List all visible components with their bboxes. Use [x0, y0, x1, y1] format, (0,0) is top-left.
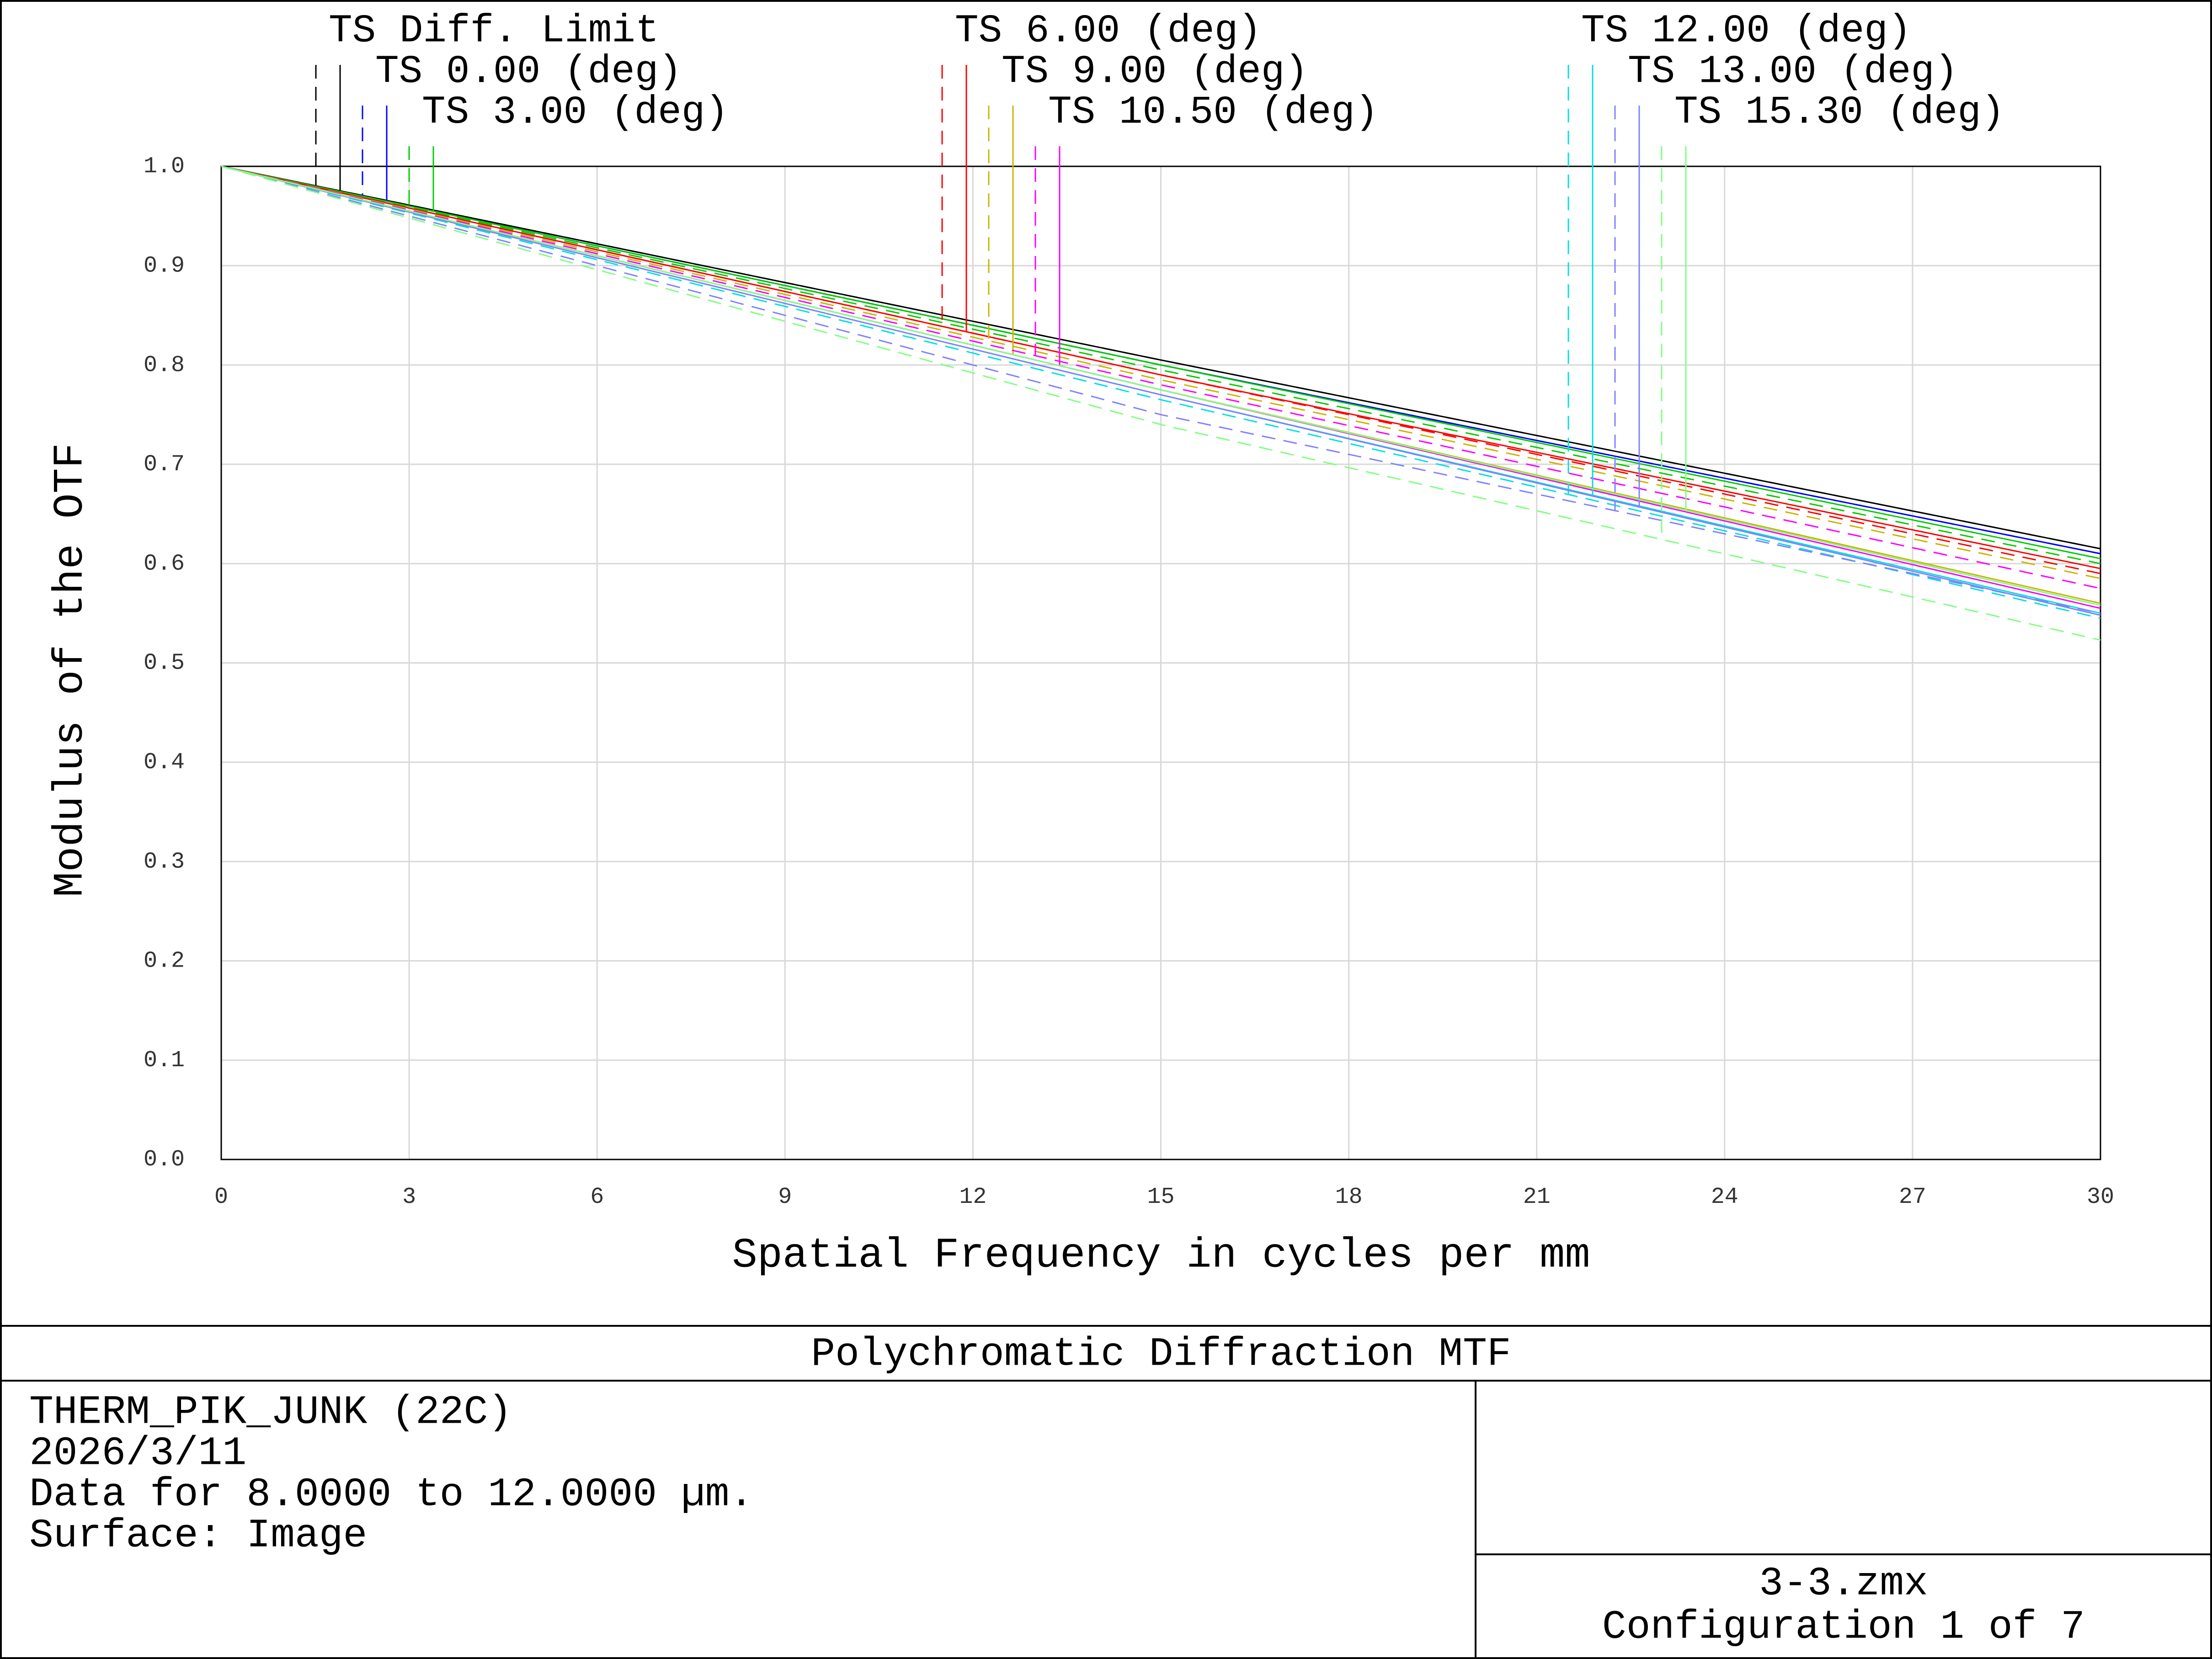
info-line: Surface: Image — [29, 1513, 367, 1558]
y-tick-label: 0.0 — [144, 1147, 185, 1173]
x-tick-label: 18 — [1335, 1184, 1363, 1210]
info-line: 2026/3/11 — [29, 1431, 246, 1476]
series-line — [221, 165, 2101, 614]
y-tick-label: 0.2 — [144, 948, 185, 974]
series-line — [221, 165, 2101, 550]
legend-label: TS 10.50 (deg) — [1048, 90, 1379, 135]
footer-title: Polychromatic Diffraction MTF — [811, 1332, 1511, 1377]
x-tick-label: 27 — [1899, 1184, 1926, 1210]
y-tick-label: 0.8 — [144, 352, 185, 378]
y-tick-label: 0.1 — [144, 1048, 185, 1074]
legend-label: TS 12.00 (deg) — [1581, 9, 1912, 53]
y-tick-label: 0.6 — [144, 551, 185, 577]
x-tick-label: 30 — [2087, 1184, 2114, 1210]
legend-label: TS Diff. Limit — [329, 9, 659, 53]
series-line — [221, 165, 2101, 616]
plot-border — [220, 165, 2101, 1160]
y-axis-label: Modulus of the OTF — [46, 443, 94, 897]
series-line — [221, 165, 2101, 569]
x-tick-label: 21 — [1523, 1184, 1551, 1210]
legend-label: TS 13.00 (deg) — [1628, 49, 1958, 94]
series-line — [221, 165, 2101, 619]
x-axis-label: Spatial Frequency in cycles per mm — [732, 1231, 1590, 1279]
legend-label: TS 15.30 (deg) — [1674, 90, 2005, 135]
series-line — [221, 165, 2101, 589]
legend-label: TS 9.00 (deg) — [1002, 49, 1308, 94]
x-tick-label: 0 — [214, 1184, 228, 1210]
x-tick-label: 6 — [590, 1184, 604, 1210]
legend-label: TS 0.00 (deg) — [375, 49, 682, 94]
series-line — [221, 165, 2101, 580]
y-tick-label: 0.9 — [144, 253, 185, 279]
legend-label: TS 3.00 (deg) — [422, 90, 729, 135]
series-line — [221, 165, 2101, 606]
x-tick-label: 3 — [402, 1184, 416, 1210]
info-line: Data for 8.0000 to 12.0000 µm. — [29, 1472, 753, 1517]
x-tick-label: 12 — [959, 1184, 986, 1210]
file-name: 3-3.zmx — [1759, 1561, 1928, 1606]
x-tick-label: 15 — [1147, 1184, 1174, 1210]
info-line: THERM_PIK_JUNK (22C) — [29, 1390, 512, 1435]
x-tick-label: 9 — [778, 1184, 792, 1210]
y-tick-label: 1.0 — [144, 154, 185, 180]
y-tick-label: 0.5 — [144, 650, 185, 676]
legend-label: TS 6.00 (deg) — [955, 9, 1262, 53]
y-tick-label: 0.7 — [144, 452, 185, 478]
series-line — [221, 165, 2101, 564]
configuration: Configuration 1 of 7 — [1602, 1605, 2085, 1650]
series-line — [221, 165, 2101, 641]
y-tick-label: 0.4 — [144, 750, 185, 776]
y-tick-label: 0.3 — [144, 849, 185, 875]
series-line — [221, 165, 2101, 559]
x-tick-label: 24 — [1711, 1184, 1738, 1210]
